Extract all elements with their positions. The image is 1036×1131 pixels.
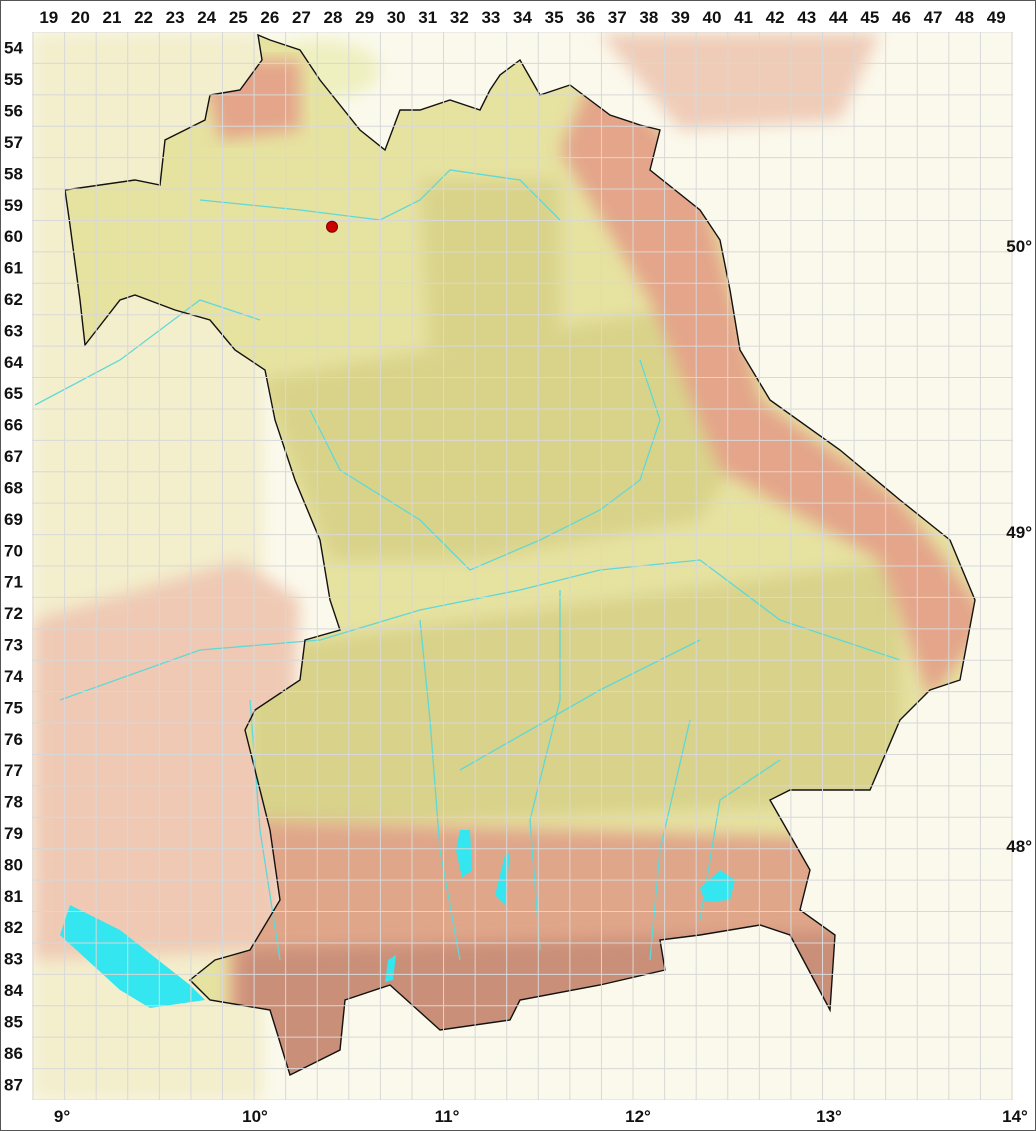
longitude-label: 9°	[54, 1107, 70, 1126]
row-label: 86	[4, 1044, 23, 1063]
lake-chiemsee	[700, 870, 735, 902]
row-header-bar	[0, 0, 32, 1131]
row-label: 65	[4, 384, 23, 403]
row-label: 83	[4, 950, 23, 969]
column-label: 49	[987, 8, 1006, 27]
column-label: 32	[450, 8, 469, 27]
column-label: 46	[892, 8, 911, 27]
longitude-label: 12°	[625, 1107, 651, 1126]
row-label: 63	[4, 321, 23, 340]
column-label: 23	[166, 8, 185, 27]
river	[249, 699, 281, 961]
latitude-axis-bar	[1013, 0, 1036, 1131]
river	[649, 719, 691, 961]
river	[419, 619, 461, 961]
row-label: 70	[4, 541, 23, 560]
row-label: 80	[4, 855, 23, 874]
row-label: 81	[4, 887, 23, 906]
column-label: 21	[102, 8, 121, 27]
column-label: 39	[671, 8, 690, 27]
column-label: 36	[576, 8, 595, 27]
row-label: 74	[4, 667, 23, 686]
column-label: 30	[387, 8, 406, 27]
column-label: 42	[766, 8, 785, 27]
column-label: 37	[608, 8, 627, 27]
column-label: 19	[39, 8, 58, 27]
rivers	[34, 169, 901, 961]
row-label: 85	[4, 1012, 23, 1031]
occurrence-marker[interactable]	[326, 220, 339, 233]
row-label: 75	[4, 698, 23, 717]
column-label: 28	[324, 8, 343, 27]
row-label: 69	[4, 510, 23, 529]
column-label: 20	[71, 8, 90, 27]
row-label: 77	[4, 761, 23, 780]
column-label: 43	[797, 8, 816, 27]
river	[199, 169, 561, 221]
column-header-bar	[0, 0, 1036, 32]
latitude-label: 49°	[1006, 523, 1032, 542]
river	[529, 590, 561, 951]
row-label: 67	[4, 447, 23, 466]
row-label: 57	[4, 133, 23, 152]
row-label: 64	[4, 353, 23, 372]
latitude-label: 50°	[1006, 237, 1032, 256]
row-label: 60	[4, 227, 23, 246]
row-label: 84	[4, 981, 23, 1000]
row-label: 76	[4, 730, 23, 749]
longitude-label: 13°	[816, 1107, 842, 1126]
outside-upland-northeast	[600, 33, 880, 130]
column-label: 22	[134, 8, 153, 27]
relief-franconian-switzerland	[420, 180, 560, 380]
longitude-label: 10°	[242, 1107, 268, 1126]
column-label: 31	[418, 8, 437, 27]
longitude-label: 11°	[435, 1107, 460, 1126]
latitude-label: 48°	[1006, 837, 1032, 856]
row-label: 72	[4, 604, 23, 623]
column-label: 24	[197, 8, 216, 27]
row-label: 62	[4, 290, 23, 309]
row-label: 55	[4, 70, 23, 89]
river	[59, 559, 901, 701]
grid-lines	[0, 0, 1013, 1101]
lake-ammersee	[456, 830, 472, 878]
column-label: 48	[955, 8, 974, 27]
column-label: 45	[860, 8, 879, 27]
column-label: 29	[355, 8, 374, 27]
column-label: 47	[924, 8, 943, 27]
row-label: 73	[4, 636, 23, 655]
row-label: 61	[4, 259, 23, 278]
row-label: 79	[4, 824, 23, 843]
column-label: 40	[703, 8, 722, 27]
column-label: 35	[545, 8, 564, 27]
row-label: 71	[4, 573, 23, 592]
row-label: 78	[4, 793, 23, 812]
column-label: 27	[292, 8, 311, 27]
row-label: 56	[4, 102, 23, 121]
row-label: 58	[4, 164, 23, 183]
lake-forggensee	[385, 955, 396, 982]
relief-jura	[260, 300, 760, 560]
row-label: 68	[4, 478, 23, 497]
column-label: 34	[513, 8, 532, 27]
longitude-axis-bar	[0, 1100, 1036, 1131]
row-label: 54	[4, 39, 23, 58]
row-label: 66	[4, 416, 23, 435]
row-label: 59	[4, 196, 23, 215]
relief-tertiary-hills	[250, 560, 900, 830]
column-label: 44	[829, 8, 848, 27]
column-label: 38	[639, 8, 658, 27]
longitude-label: 14°	[1002, 1107, 1028, 1126]
row-label: 82	[4, 918, 23, 937]
column-label: 26	[260, 8, 279, 27]
column-label: 41	[734, 8, 753, 27]
column-label: 25	[229, 8, 248, 27]
row-label: 87	[4, 1075, 23, 1094]
river	[34, 299, 261, 406]
column-label: 33	[481, 8, 500, 27]
